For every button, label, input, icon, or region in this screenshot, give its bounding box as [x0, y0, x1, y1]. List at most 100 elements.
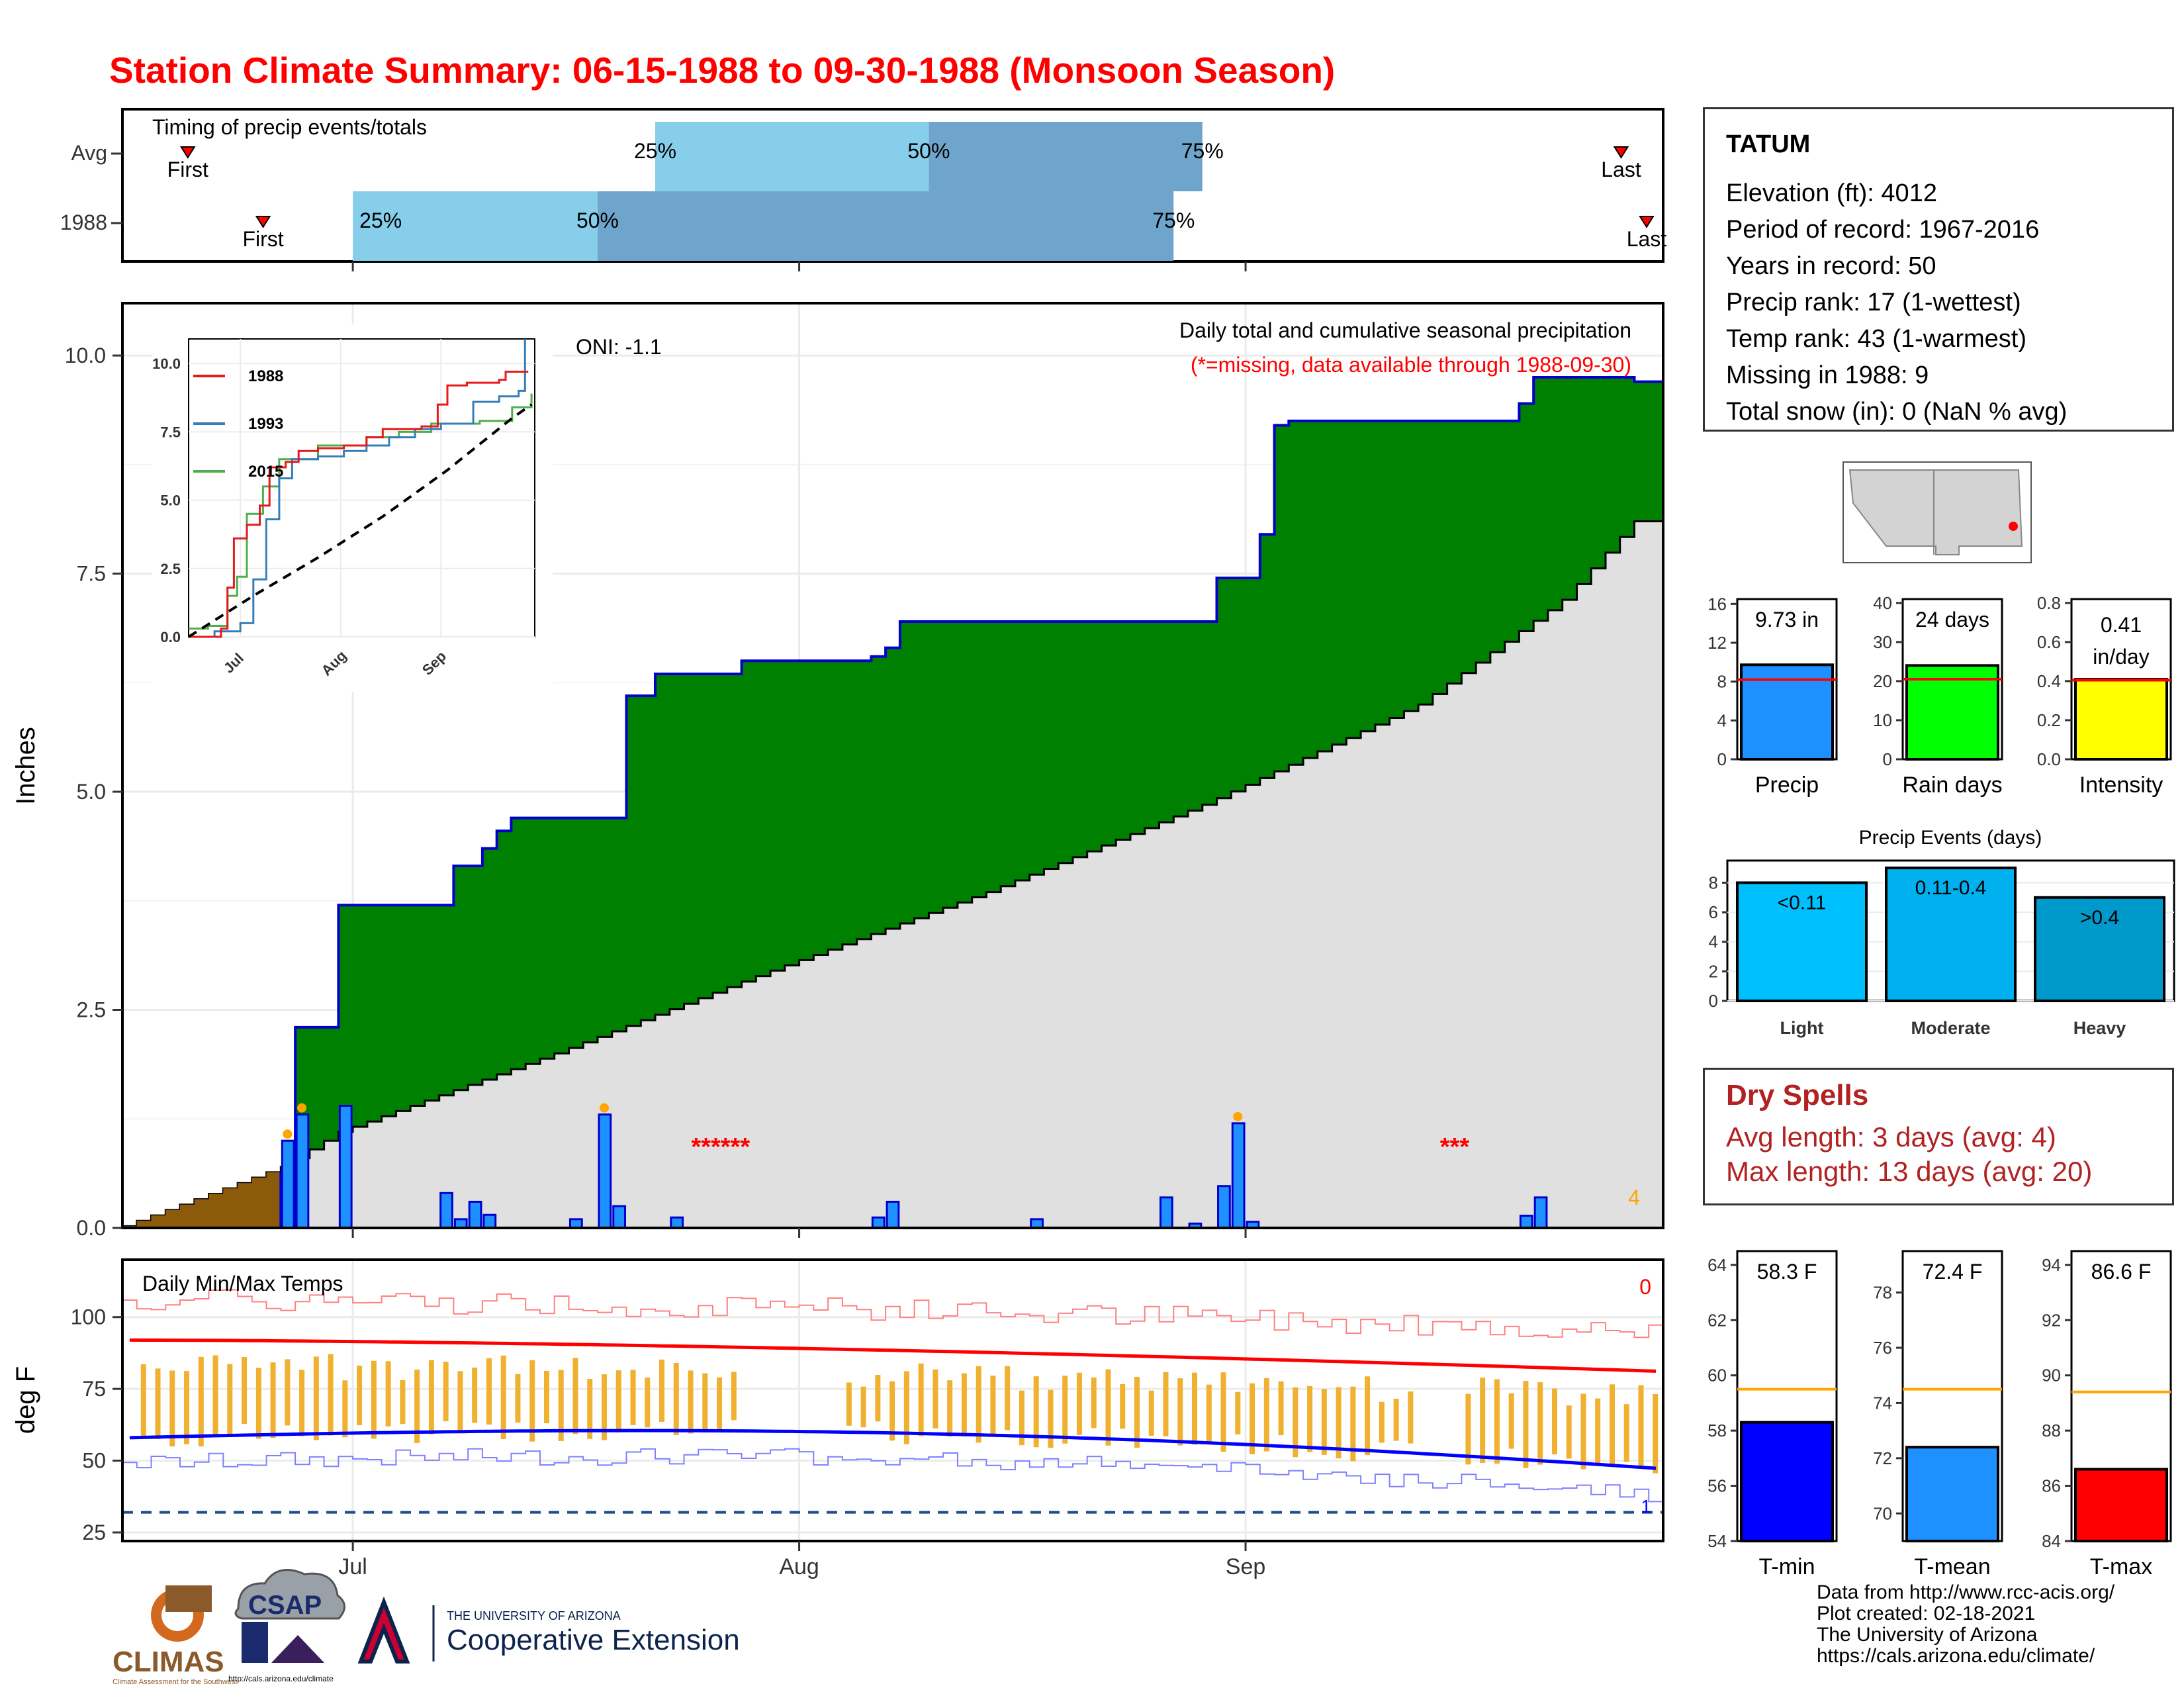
daily-temp-bar	[1566, 1405, 1572, 1459]
last-marker	[1639, 216, 1655, 228]
inset-normal-line	[187, 403, 533, 638]
panel-label: Intensity	[2079, 773, 2163, 798]
daily-precip-bar	[468, 1200, 482, 1229]
y-tick-label: 54	[1707, 1531, 1727, 1551]
value-label: 9.73 in	[1755, 608, 1819, 632]
daily-temp-bar	[414, 1370, 420, 1443]
value-label: 72.4 F	[1923, 1260, 1983, 1284]
chart-title: Daily total and cumulative seasonal prec…	[1179, 318, 1631, 342]
daily-precip-bar	[1160, 1196, 1173, 1229]
daily-temp-bar	[1134, 1376, 1140, 1448]
daily-temp-bar	[1609, 1384, 1615, 1466]
y-tick-label: 40	[1873, 593, 1892, 613]
station-detail-line: Total snow (in): 0 (NaN % avg)	[1726, 398, 2068, 426]
credit-line: The University of Arizona	[1817, 1624, 2038, 1646]
daily-temp-bar	[428, 1360, 434, 1434]
y-tick-label: 70	[1873, 1503, 1892, 1523]
event-value-label: 0.11-0.4	[1915, 877, 1987, 899]
daily-temp-bar	[169, 1370, 175, 1447]
value-label: 0.41	[2101, 613, 2142, 637]
y-tick-label: 75	[82, 1377, 106, 1401]
station-detail-line: Period of record: 1967-2016	[1726, 216, 2040, 244]
daily-temp-bar	[1465, 1393, 1471, 1465]
y-tick-label: 56	[1707, 1476, 1727, 1496]
normal-cumulative-area	[121, 520, 1664, 1229]
event-value-label: <0.11	[1778, 892, 1827, 914]
value-label: 86.6 F	[2091, 1260, 2152, 1284]
daily-precip-bar	[670, 1216, 684, 1229]
value-label: 24 days	[1915, 608, 1989, 632]
inset-series-1988	[189, 371, 529, 638]
daily-temp-bar	[659, 1359, 665, 1422]
y-tick-label: 0	[1709, 991, 1718, 1011]
legend-label: 2015	[248, 463, 283, 481]
event-value-label: >0.4	[2080, 907, 2119, 929]
daily-temp-bar	[615, 1370, 621, 1433]
event-bar	[2034, 896, 2165, 1002]
row-label: 1988	[60, 211, 107, 234]
daily-temp-bar	[313, 1356, 319, 1440]
svg-text:Climate Assessment for the Sou: Climate Assessment for the Southwest	[113, 1678, 237, 1686]
daily-temp-bar	[976, 1366, 981, 1443]
daily-temp-bar	[990, 1376, 996, 1435]
daily-temp-bar	[500, 1355, 506, 1439]
daily-temp-bar	[587, 1378, 593, 1439]
credit-line: Plot created: 02-18-2021	[1817, 1603, 2036, 1624]
events-title: Precip Events (days)	[1859, 827, 2042, 849]
y-tick-label: 90	[2042, 1366, 2061, 1385]
temp-frame	[121, 1258, 1664, 1542]
inset-y-tick: 0.0	[160, 629, 181, 645]
record-max-line	[122, 1289, 1663, 1338]
daily-temp-bar	[285, 1359, 291, 1426]
inset-series-1993	[189, 339, 526, 638]
temp-title: Daily Min/Max Temps	[142, 1272, 343, 1295]
daily-temp-bar	[212, 1355, 218, 1437]
dry-spells-box: Dry Spells Avg length: 3 days (avg: 4) M…	[1703, 1068, 2174, 1205]
y-tick-label: 25	[82, 1521, 106, 1544]
corner-count: 4	[1628, 1186, 1640, 1209]
pct-label: 75%	[1152, 209, 1195, 232]
y-tick-label: 60	[1707, 1366, 1727, 1385]
y-tick-label: 0.0	[2037, 749, 2061, 769]
daily-precip-bar	[439, 1192, 453, 1229]
daily-precip-bar	[281, 1139, 295, 1229]
event-bar	[1885, 867, 2017, 1002]
svg-text:Cooperative Extension: Cooperative Extension	[447, 1624, 740, 1656]
climas-logo: CLIMAS Climate Assessment for the Southw…	[113, 1585, 237, 1686]
y-tick-label: 78	[1873, 1283, 1892, 1303]
daily-temp-bar	[1192, 1372, 1198, 1445]
precip-frame	[121, 302, 1664, 1229]
panel-label: T-max	[2090, 1554, 2152, 1579]
panel-label: T-mean	[1914, 1554, 1990, 1579]
station-detail-line: Precip rank: 17 (1-wettest)	[1726, 289, 2021, 316]
daily-temp-bar	[1623, 1404, 1629, 1462]
pct-label: 25%	[359, 209, 402, 232]
station-detail-line: Temp rank: 43 (1-warmest)	[1726, 325, 2027, 353]
daily-precip-bar	[295, 1113, 310, 1229]
daily-temp-bar	[1278, 1381, 1284, 1436]
pct-label: 50%	[576, 209, 619, 232]
daily-temp-bar	[342, 1380, 348, 1438]
daily-temp-bar	[558, 1370, 564, 1441]
daily-temp-bar	[1653, 1394, 1659, 1474]
station-detail-line: Elevation (ft): 4012	[1726, 179, 1937, 207]
daily-temp-bar	[889, 1381, 895, 1441]
y-tick-label: 16	[1707, 594, 1727, 614]
dry-spells-title: Dry Spells	[1726, 1079, 1869, 1111]
map-region	[1848, 469, 2023, 555]
state-map	[1843, 461, 2032, 563]
first-marker	[179, 146, 196, 159]
extreme-marker	[1233, 1111, 1243, 1121]
y-tick-label: 8	[1709, 872, 1718, 892]
x-tick-label: Sep	[1226, 1554, 1266, 1579]
value-bar	[2074, 1468, 2168, 1543]
y-tick-label: 64	[1707, 1255, 1727, 1275]
y-tick-label: 0	[1717, 749, 1727, 769]
timeline-title: Timing of precip events/totals	[152, 115, 427, 139]
precip-timing-panel: Timing of precip events/totals 25% 50% 75% F…	[60, 108, 1666, 271]
daily-temp-bar	[1580, 1393, 1586, 1470]
daily-temp-bar	[630, 1370, 636, 1425]
daily-temp-bar	[1638, 1385, 1644, 1469]
daily-temp-bar	[255, 1368, 261, 1439]
